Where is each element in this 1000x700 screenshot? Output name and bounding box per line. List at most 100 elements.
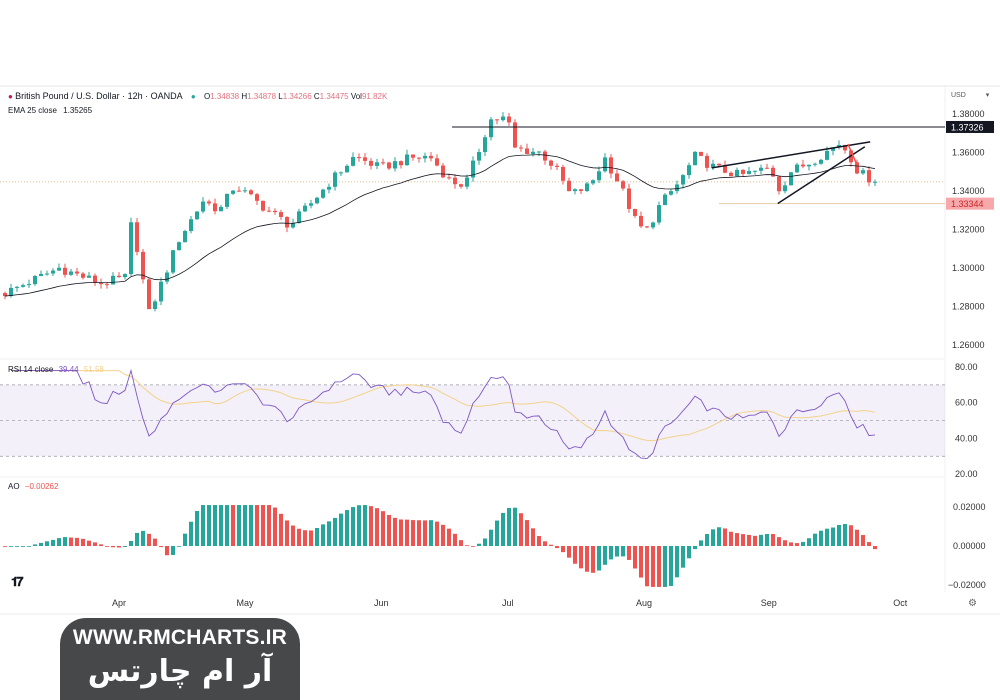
time-tick-label: Sep xyxy=(761,598,777,608)
close-value: 1.34475 xyxy=(319,92,349,101)
candle-body xyxy=(789,172,793,186)
ao-bar xyxy=(507,507,511,546)
ao-bar xyxy=(291,525,295,546)
candle-body xyxy=(423,155,427,159)
candle-body xyxy=(693,151,697,166)
candle-body xyxy=(117,275,121,278)
ao-bar xyxy=(489,529,493,546)
candle-body xyxy=(249,190,253,195)
ao-bar xyxy=(807,538,811,546)
ao-bar xyxy=(657,546,661,587)
ao-bar xyxy=(627,546,631,560)
candle-body xyxy=(243,190,247,192)
ao-bar xyxy=(153,538,157,546)
candle-body xyxy=(207,201,211,204)
ao-bar xyxy=(501,512,505,546)
candle-body xyxy=(651,222,655,228)
candle-body xyxy=(681,175,685,185)
ao-bar xyxy=(387,514,391,546)
ao-bar xyxy=(453,533,457,546)
candle-body xyxy=(273,210,277,213)
ao-bar xyxy=(681,546,685,568)
candle-body xyxy=(237,190,241,192)
price-label-text: 1.37326 xyxy=(951,122,984,132)
ao-bar xyxy=(135,532,139,546)
ao-bar xyxy=(141,530,145,546)
candle-body xyxy=(57,267,61,271)
ao-bar xyxy=(417,520,421,546)
candle-body xyxy=(411,154,415,158)
candle-body xyxy=(555,165,559,167)
candle-body xyxy=(405,154,409,166)
ao-bar xyxy=(741,534,745,546)
ao-bar xyxy=(381,511,385,546)
ao-bar xyxy=(129,540,133,546)
candle-body xyxy=(267,210,271,212)
ao-bar xyxy=(27,546,31,547)
ao-bar xyxy=(711,529,715,546)
ao-bar xyxy=(225,505,229,546)
candle-body xyxy=(441,165,445,178)
settings-gear-icon[interactable]: ⚙ xyxy=(968,598,977,609)
ao-bar xyxy=(231,505,235,546)
ao-bar xyxy=(339,513,343,546)
ao-bar xyxy=(69,537,73,546)
ao-bar xyxy=(585,546,589,572)
candle-body xyxy=(75,271,79,274)
candle-body xyxy=(393,161,397,169)
ao-bar xyxy=(159,546,163,548)
watermark-name: آر ام چارتس xyxy=(87,654,273,689)
currency-selector[interactable]: USD ▾ xyxy=(951,92,989,100)
ao-bar xyxy=(483,538,487,546)
candle-body xyxy=(579,189,583,191)
time-tick-label: Apr xyxy=(112,598,126,608)
tradingview-logo[interactable]: 𝟏𝟕 xyxy=(11,574,24,590)
ao-bar xyxy=(165,546,169,556)
ao-bar xyxy=(273,507,277,546)
watermark-box: WWW.RMCHARTS.IR آر ام چارتس xyxy=(60,618,300,700)
rsi-ma-line xyxy=(11,370,876,442)
ao-bar xyxy=(345,510,349,546)
ao-bar xyxy=(399,519,403,546)
ao-bar xyxy=(669,546,673,586)
ao-label: AO xyxy=(8,482,20,491)
ao-bar xyxy=(357,505,361,546)
ao-bar xyxy=(717,527,721,546)
candle-body xyxy=(795,164,799,173)
time-tick-label: May xyxy=(236,598,254,608)
ao-bar xyxy=(207,505,211,546)
ao-bar xyxy=(867,542,871,546)
price-tick-label: 1.36000 xyxy=(952,148,985,158)
ao-bar xyxy=(309,530,313,546)
candle-body xyxy=(741,169,745,174)
candle-body xyxy=(129,222,133,275)
time-tick-label: Aug xyxy=(636,598,652,608)
ao-bar xyxy=(813,533,817,546)
ao-bar xyxy=(411,520,415,546)
ao-bar xyxy=(825,528,829,546)
candle-body xyxy=(615,173,619,182)
candle-body xyxy=(399,161,403,166)
candle-body xyxy=(447,177,451,179)
ao-bar xyxy=(213,505,217,546)
candle-body xyxy=(819,159,823,164)
rsi-tick-label: 60.00 xyxy=(955,398,978,408)
volume-label: Vol xyxy=(350,92,362,101)
candle-body xyxy=(417,157,421,159)
high-value: 1.34878 xyxy=(247,92,277,101)
candle-body xyxy=(63,267,67,275)
ao-bar xyxy=(123,546,127,547)
candle-body xyxy=(711,163,715,168)
ao-bar xyxy=(63,537,67,546)
ao-bar xyxy=(591,546,595,573)
candle-body xyxy=(831,147,835,151)
ao-bar xyxy=(15,546,19,547)
ao-bar xyxy=(801,541,805,546)
price-label-box xyxy=(946,197,994,210)
low-value: 1.34266 xyxy=(282,92,312,101)
ao-bar xyxy=(777,537,781,546)
symbol-legend: ● British Pound / U.S. Dollar · 12h · OA… xyxy=(8,91,387,102)
candle-body xyxy=(567,180,571,192)
ao-bar xyxy=(369,506,373,546)
